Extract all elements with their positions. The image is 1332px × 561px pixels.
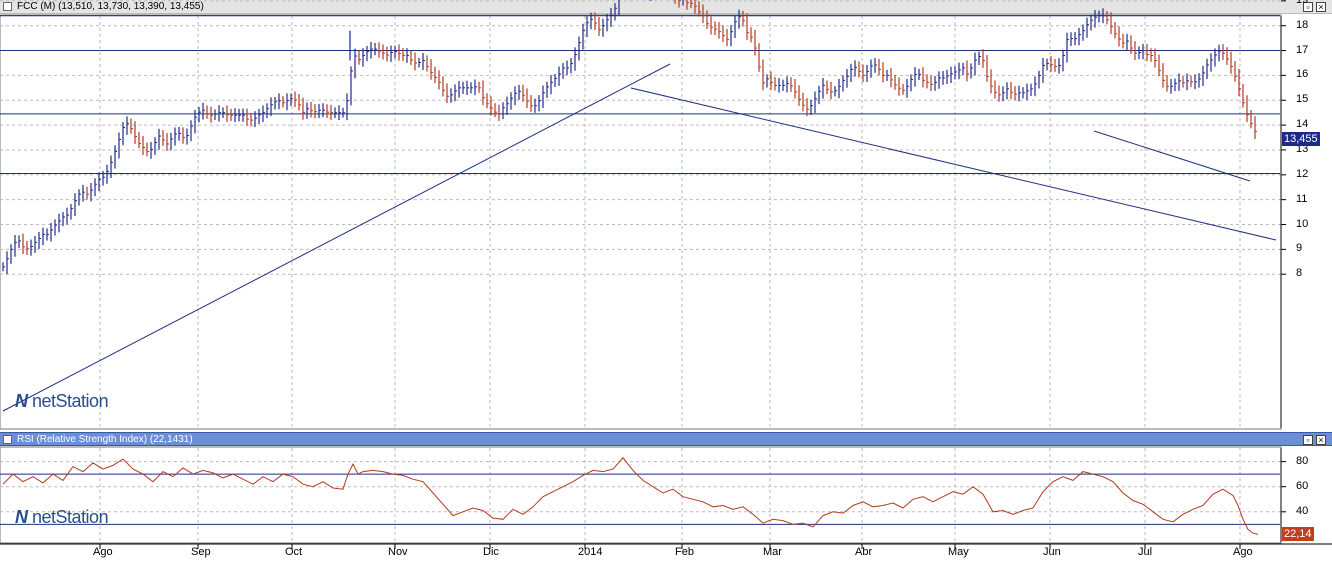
price-tick-label: 12	[1296, 167, 1309, 180]
month-label: Oct	[285, 546, 303, 558]
rsi-tick-label: 40	[1296, 504, 1309, 517]
trendline	[1093, 130, 1251, 182]
netstation-logo: N netStation	[15, 391, 109, 411]
price-tick-label: 11	[1296, 192, 1308, 205]
last-price-tag: 13,455	[1282, 131, 1320, 146]
rsi-panel-header: RSI (Relative Strength Index) (22,1431) …	[0, 432, 1332, 446]
price-tick-label: 14	[1296, 118, 1309, 131]
month-label: Dic	[483, 546, 499, 558]
price-tick-label: 18	[1296, 18, 1309, 31]
close-icon[interactable]: ×	[1316, 2, 1326, 12]
panel-frame-icon	[3, 2, 12, 11]
rsi-tick-label: 60	[1296, 479, 1309, 492]
price-panel-title: FCC (M) (13,510, 13,730, 13,390, 13,455)	[17, 1, 204, 12]
price-tick-label: 8	[1296, 267, 1303, 280]
panel-frame-icon	[3, 435, 12, 444]
rsi-panel-title: RSI (Relative Strength Index) (22,1431)	[17, 434, 193, 445]
price-panel-header: FCC (M) (13,510, 13,730, 13,390, 13,455)…	[0, 0, 1332, 14]
trendline	[630, 87, 1277, 241]
month-label: Abr	[855, 546, 873, 558]
last-rsi-tag: 22,14	[1282, 527, 1314, 542]
month-label: Nov	[388, 546, 408, 558]
month-label: Jun	[1043, 546, 1061, 558]
close-icon[interactable]: ×	[1316, 435, 1326, 445]
month-label: 2014	[578, 546, 603, 558]
price-tick-label: 13	[1296, 142, 1309, 155]
rsi-line	[2, 457, 1259, 535]
month-label: Mar	[763, 546, 782, 558]
price-tick-label: 17	[1296, 43, 1309, 56]
rsi-tick-label: 80	[1296, 454, 1309, 467]
price-plot-area	[0, 14, 1282, 430]
price-tick-label: 9	[1296, 242, 1303, 255]
maximize-icon[interactable]: ▫	[1303, 2, 1313, 12]
price-tick-label: 19	[1296, 0, 1308, 6]
month-label: Sep	[191, 546, 211, 558]
price-tick-label: 16	[1296, 68, 1309, 81]
maximize-icon[interactable]: ▫	[1303, 435, 1313, 445]
price-tick-label: 15	[1296, 93, 1309, 106]
month-label: Ago	[1233, 546, 1253, 558]
price-tick-label: 10	[1296, 217, 1309, 230]
month-label: Ago	[93, 546, 113, 558]
month-label: May	[948, 546, 969, 558]
trendline	[2, 63, 671, 412]
month-label: Jul	[1138, 546, 1153, 558]
netstation-logo: N netStation	[15, 507, 109, 527]
month-label: Feb	[675, 546, 694, 558]
rsi-plot-area	[0, 446, 1282, 544]
